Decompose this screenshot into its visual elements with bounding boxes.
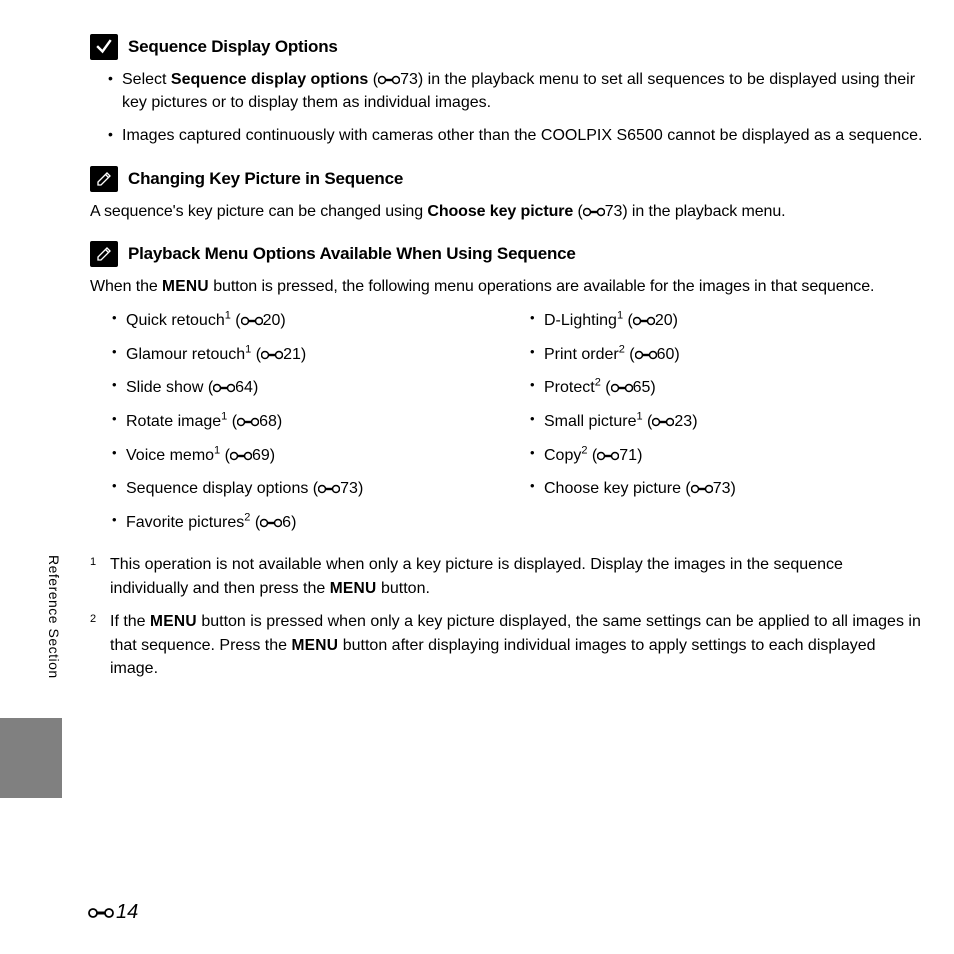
footnote: 1This operation is not available when on…: [90, 553, 924, 600]
text: button is pressed, the following menu op…: [209, 278, 874, 295]
section-title: Playback Menu Options Available When Usi…: [128, 244, 576, 264]
footnote-text: This operation is not available when onl…: [110, 553, 924, 600]
paragraph: A sequence's key picture can be changed …: [90, 200, 924, 223]
pencil-icon: [90, 241, 118, 267]
menu-button-text: MENU: [330, 580, 377, 597]
menu-item: Rotate image1 (68): [108, 409, 506, 435]
text: Images captured continuously with camera…: [122, 127, 922, 144]
bold-text: Sequence display options: [171, 71, 368, 88]
menu-item-label: Choose key picture: [544, 480, 681, 497]
menu-item: Print order2 (60): [526, 342, 924, 368]
ref-number: 73: [605, 203, 623, 220]
menu-item: Choose key picture (73): [526, 476, 924, 502]
menu-item: Sequence display options (73): [108, 476, 506, 502]
menu-item: Slide show (64): [108, 375, 506, 401]
column-left: Quick retouch1 (20) Glamour retouch1 (21)…: [108, 308, 506, 543]
section-heading: Changing Key Picture in Sequence: [90, 166, 924, 192]
menu-list-right: D-Lighting1 (20) Print order2 (60) Protect…: [526, 308, 924, 502]
menu-item-label: Favorite pictures: [126, 514, 244, 531]
list-item: Images captured continuously with camera…: [108, 124, 924, 147]
footnote: 2If the MENU button is pressed when only…: [90, 610, 924, 680]
section-title: Changing Key Picture in Sequence: [128, 169, 403, 189]
footnotes: 1This operation is not available when on…: [90, 553, 924, 680]
text: When the: [90, 278, 162, 295]
side-section-label: Reference Section: [46, 555, 62, 679]
menu-item-label: Quick retouch: [126, 312, 225, 329]
reference-icon: [261, 349, 283, 361]
menu-item: Glamour retouch1 (21): [108, 342, 506, 368]
reference-icon: [378, 74, 400, 86]
footnote-text: If the MENU button is pressed when only …: [110, 610, 924, 680]
menu-item: D-Lighting1 (20): [526, 308, 924, 334]
reference-icon: [597, 450, 619, 462]
menu-item-label: Glamour retouch: [126, 346, 245, 363]
reference-icon: [633, 315, 655, 327]
section-heading: Sequence Display Options: [90, 34, 924, 60]
reference-icon: [635, 349, 657, 361]
menu-item-label: Slide show: [126, 379, 203, 396]
reference-icon: [260, 517, 282, 529]
reference-icon: [88, 906, 114, 920]
text: (: [368, 71, 378, 88]
page-number-text: 14: [116, 901, 138, 924]
bullet-list: Select Sequence display options (73) in …: [90, 68, 924, 148]
menu-button-text: MENU: [291, 637, 338, 654]
reference-icon: [230, 450, 252, 462]
menu-item-label: Protect: [544, 379, 595, 396]
menu-item: Quick retouch1 (20): [108, 308, 506, 334]
text: Select: [122, 71, 171, 88]
pencil-icon: [90, 166, 118, 192]
list-item: Select Sequence display options (73) in …: [108, 68, 924, 114]
text: (: [573, 203, 583, 220]
column-right: D-Lighting1 (20) Print order2 (60) Protect…: [526, 308, 924, 543]
reference-icon: [691, 483, 713, 495]
menu-options-columns: Quick retouch1 (20) Glamour retouch1 (21)…: [90, 308, 924, 543]
menu-item-label: Print order: [544, 346, 619, 363]
menu-item-label: Copy: [544, 447, 581, 464]
text: A sequence's key picture can be changed …: [90, 203, 427, 220]
footnote-number: 1: [90, 553, 104, 600]
reference-icon: [237, 416, 259, 428]
menu-item: Favorite pictures2 (6): [108, 510, 506, 536]
section-heading: Playback Menu Options Available When Usi…: [90, 241, 924, 267]
menu-item-label: Sequence display options: [126, 480, 308, 497]
menu-item: Protect2 (65): [526, 375, 924, 401]
menu-item-label: D-Lighting: [544, 312, 617, 329]
menu-item-label: Voice memo: [126, 447, 214, 464]
menu-list-left: Quick retouch1 (20) Glamour retouch1 (21)…: [108, 308, 506, 535]
side-tab: Reference Section: [46, 555, 64, 803]
reference-icon: [213, 382, 235, 394]
reference-icon: [241, 315, 263, 327]
menu-button-text: MENU: [162, 278, 209, 295]
reference-icon: [583, 206, 605, 218]
check-icon: [90, 34, 118, 60]
page-content: Sequence Display Options Select Sequence…: [0, 0, 954, 680]
section-title: Sequence Display Options: [128, 37, 338, 57]
menu-item-label: Rotate image: [126, 413, 221, 430]
menu-item-label: Small picture: [544, 413, 636, 430]
menu-item: Voice memo1 (69): [108, 443, 506, 469]
ref-number: 73: [400, 71, 418, 88]
reference-icon: [611, 382, 633, 394]
menu-item: Small picture1 (23): [526, 409, 924, 435]
bold-text: Choose key picture: [427, 203, 573, 220]
reference-icon: [652, 416, 674, 428]
text: ) in the playback menu.: [622, 203, 785, 220]
menu-item: Copy2 (71): [526, 443, 924, 469]
reference-icon: [318, 483, 340, 495]
paragraph: When the MENU button is pressed, the fol…: [90, 275, 924, 298]
menu-button-text: MENU: [150, 613, 197, 630]
page-number: 14: [88, 901, 138, 924]
footnote-number: 2: [90, 610, 104, 680]
